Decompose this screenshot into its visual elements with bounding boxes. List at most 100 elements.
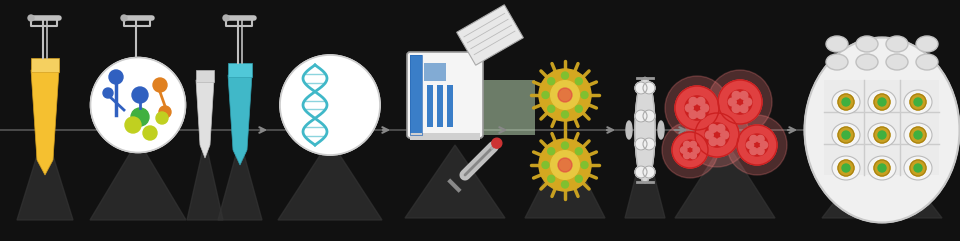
Circle shape bbox=[562, 111, 568, 118]
Ellipse shape bbox=[856, 54, 878, 70]
Circle shape bbox=[665, 76, 729, 140]
Bar bbox=[410, 55, 422, 135]
Circle shape bbox=[874, 127, 890, 143]
Polygon shape bbox=[187, 140, 223, 220]
Circle shape bbox=[103, 88, 113, 98]
Ellipse shape bbox=[916, 36, 938, 52]
Ellipse shape bbox=[826, 54, 848, 70]
FancyBboxPatch shape bbox=[407, 52, 483, 138]
Polygon shape bbox=[675, 140, 775, 218]
Circle shape bbox=[575, 148, 583, 155]
Circle shape bbox=[689, 111, 697, 119]
Circle shape bbox=[690, 141, 696, 148]
Circle shape bbox=[542, 161, 549, 168]
Polygon shape bbox=[31, 70, 59, 175]
Circle shape bbox=[551, 151, 579, 179]
Ellipse shape bbox=[804, 38, 959, 222]
Circle shape bbox=[159, 106, 171, 118]
Circle shape bbox=[681, 147, 687, 153]
Circle shape bbox=[910, 160, 926, 176]
Circle shape bbox=[132, 87, 148, 103]
Circle shape bbox=[708, 70, 772, 134]
Ellipse shape bbox=[904, 90, 932, 114]
Circle shape bbox=[914, 98, 922, 106]
Ellipse shape bbox=[635, 78, 655, 182]
Polygon shape bbox=[228, 75, 252, 165]
Circle shape bbox=[756, 135, 764, 142]
Circle shape bbox=[914, 131, 922, 139]
Circle shape bbox=[910, 127, 926, 143]
Circle shape bbox=[575, 175, 583, 182]
Polygon shape bbox=[525, 140, 605, 218]
Circle shape bbox=[760, 141, 768, 149]
Polygon shape bbox=[196, 80, 214, 158]
Circle shape bbox=[690, 152, 696, 159]
Circle shape bbox=[109, 70, 123, 84]
Circle shape bbox=[684, 141, 690, 148]
Ellipse shape bbox=[886, 54, 908, 70]
Ellipse shape bbox=[868, 156, 896, 180]
Circle shape bbox=[581, 92, 588, 99]
Circle shape bbox=[732, 105, 740, 113]
Circle shape bbox=[750, 147, 757, 155]
Circle shape bbox=[562, 72, 568, 79]
Polygon shape bbox=[405, 145, 505, 218]
Circle shape bbox=[910, 94, 926, 110]
Circle shape bbox=[575, 105, 583, 112]
Ellipse shape bbox=[826, 36, 848, 52]
Circle shape bbox=[842, 131, 850, 139]
Circle shape bbox=[223, 15, 229, 21]
Ellipse shape bbox=[280, 55, 380, 155]
Bar bbox=[824, 80, 939, 175]
Circle shape bbox=[689, 97, 697, 105]
Bar bbox=[228, 63, 252, 77]
Circle shape bbox=[874, 94, 890, 110]
Bar bbox=[410, 133, 480, 140]
Circle shape bbox=[575, 78, 583, 85]
Polygon shape bbox=[822, 140, 942, 218]
Bar bbox=[437, 85, 443, 127]
Ellipse shape bbox=[904, 156, 932, 180]
Circle shape bbox=[878, 98, 886, 106]
Circle shape bbox=[697, 111, 705, 119]
Polygon shape bbox=[17, 130, 73, 220]
Circle shape bbox=[729, 98, 736, 106]
Circle shape bbox=[539, 139, 591, 191]
Ellipse shape bbox=[832, 156, 860, 180]
Circle shape bbox=[548, 105, 555, 112]
Circle shape bbox=[705, 123, 729, 147]
Circle shape bbox=[842, 164, 850, 172]
Bar bbox=[427, 85, 433, 127]
Circle shape bbox=[675, 86, 719, 130]
Circle shape bbox=[727, 115, 787, 175]
Circle shape bbox=[539, 69, 591, 121]
Polygon shape bbox=[457, 5, 523, 65]
Circle shape bbox=[684, 152, 690, 159]
Circle shape bbox=[838, 160, 854, 176]
Bar bbox=[196, 70, 214, 82]
Circle shape bbox=[878, 164, 886, 172]
Circle shape bbox=[643, 82, 655, 94]
Circle shape bbox=[551, 81, 579, 109]
Circle shape bbox=[717, 124, 725, 132]
Circle shape bbox=[709, 138, 717, 146]
Circle shape bbox=[492, 138, 502, 148]
Circle shape bbox=[548, 175, 555, 182]
Ellipse shape bbox=[868, 90, 896, 114]
Circle shape bbox=[740, 105, 748, 113]
Circle shape bbox=[750, 135, 757, 142]
Circle shape bbox=[728, 90, 752, 114]
Ellipse shape bbox=[90, 58, 185, 153]
Circle shape bbox=[581, 161, 588, 168]
Polygon shape bbox=[625, 140, 665, 218]
Ellipse shape bbox=[658, 121, 664, 139]
Bar bbox=[424, 63, 446, 81]
Circle shape bbox=[643, 138, 655, 150]
Ellipse shape bbox=[916, 54, 938, 70]
Circle shape bbox=[643, 110, 655, 122]
Circle shape bbox=[914, 164, 922, 172]
Circle shape bbox=[635, 82, 647, 94]
Ellipse shape bbox=[832, 90, 860, 114]
Circle shape bbox=[672, 132, 708, 168]
Circle shape bbox=[131, 108, 149, 126]
